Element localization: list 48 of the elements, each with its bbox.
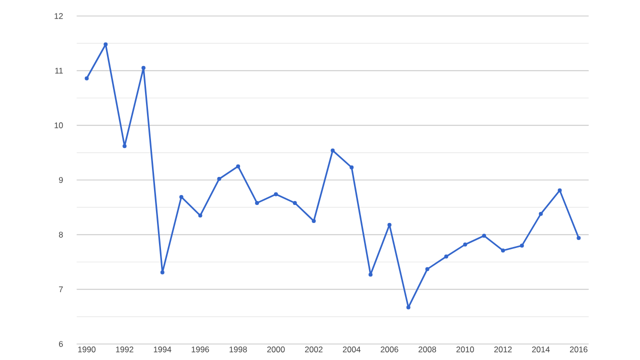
point [255, 200, 260, 205]
point [576, 236, 581, 240]
point [198, 214, 202, 218]
y-tick-label: 10 [54, 122, 63, 128]
point [160, 270, 164, 274]
point [104, 42, 108, 46]
x-tick-label: 2008 [418, 346, 436, 352]
x-tick-label: 2012 [494, 346, 512, 352]
point [236, 164, 240, 168]
point [520, 244, 524, 248]
point [141, 66, 146, 70]
y-tick-label: 6 [59, 341, 63, 347]
x-tick-label: 2014 [532, 346, 550, 352]
point [84, 76, 89, 80]
point [463, 242, 468, 247]
point [292, 200, 297, 205]
x-tick-label: 2002 [305, 346, 322, 352]
x-tick-label: 2010 [456, 346, 474, 352]
x-tick-label: 2004 [342, 346, 361, 352]
point [368, 272, 373, 277]
x-tick-label: 2006 [380, 346, 398, 352]
y-tick-label: 8 [58, 232, 63, 238]
point [406, 305, 410, 310]
x-tick-label: 2016 [570, 346, 588, 352]
x-tick-label: 1994 [154, 346, 172, 352]
x-tick-label: 1992 [116, 346, 134, 352]
point [312, 219, 316, 223]
x-tick-label: 2000 [267, 346, 285, 352]
point [538, 212, 543, 216]
point [350, 165, 354, 170]
point [179, 194, 184, 199]
point [482, 234, 486, 238]
y-tick-label: 11 [55, 68, 63, 74]
point [274, 192, 278, 196]
point [217, 176, 222, 181]
point [558, 188, 562, 192]
x-tick-label: 1990 [78, 346, 96, 352]
x-tick-label: 1998 [230, 346, 247, 352]
point [122, 144, 127, 148]
point [444, 254, 448, 259]
point [500, 248, 505, 253]
y-tick-label: 12 [54, 13, 63, 19]
point [330, 148, 335, 152]
point [387, 222, 392, 227]
y-tick-label: 7 [59, 286, 63, 292]
y-tick-label: 9 [59, 177, 63, 183]
point [425, 267, 430, 272]
x-tick-label: 1996 [192, 346, 210, 352]
